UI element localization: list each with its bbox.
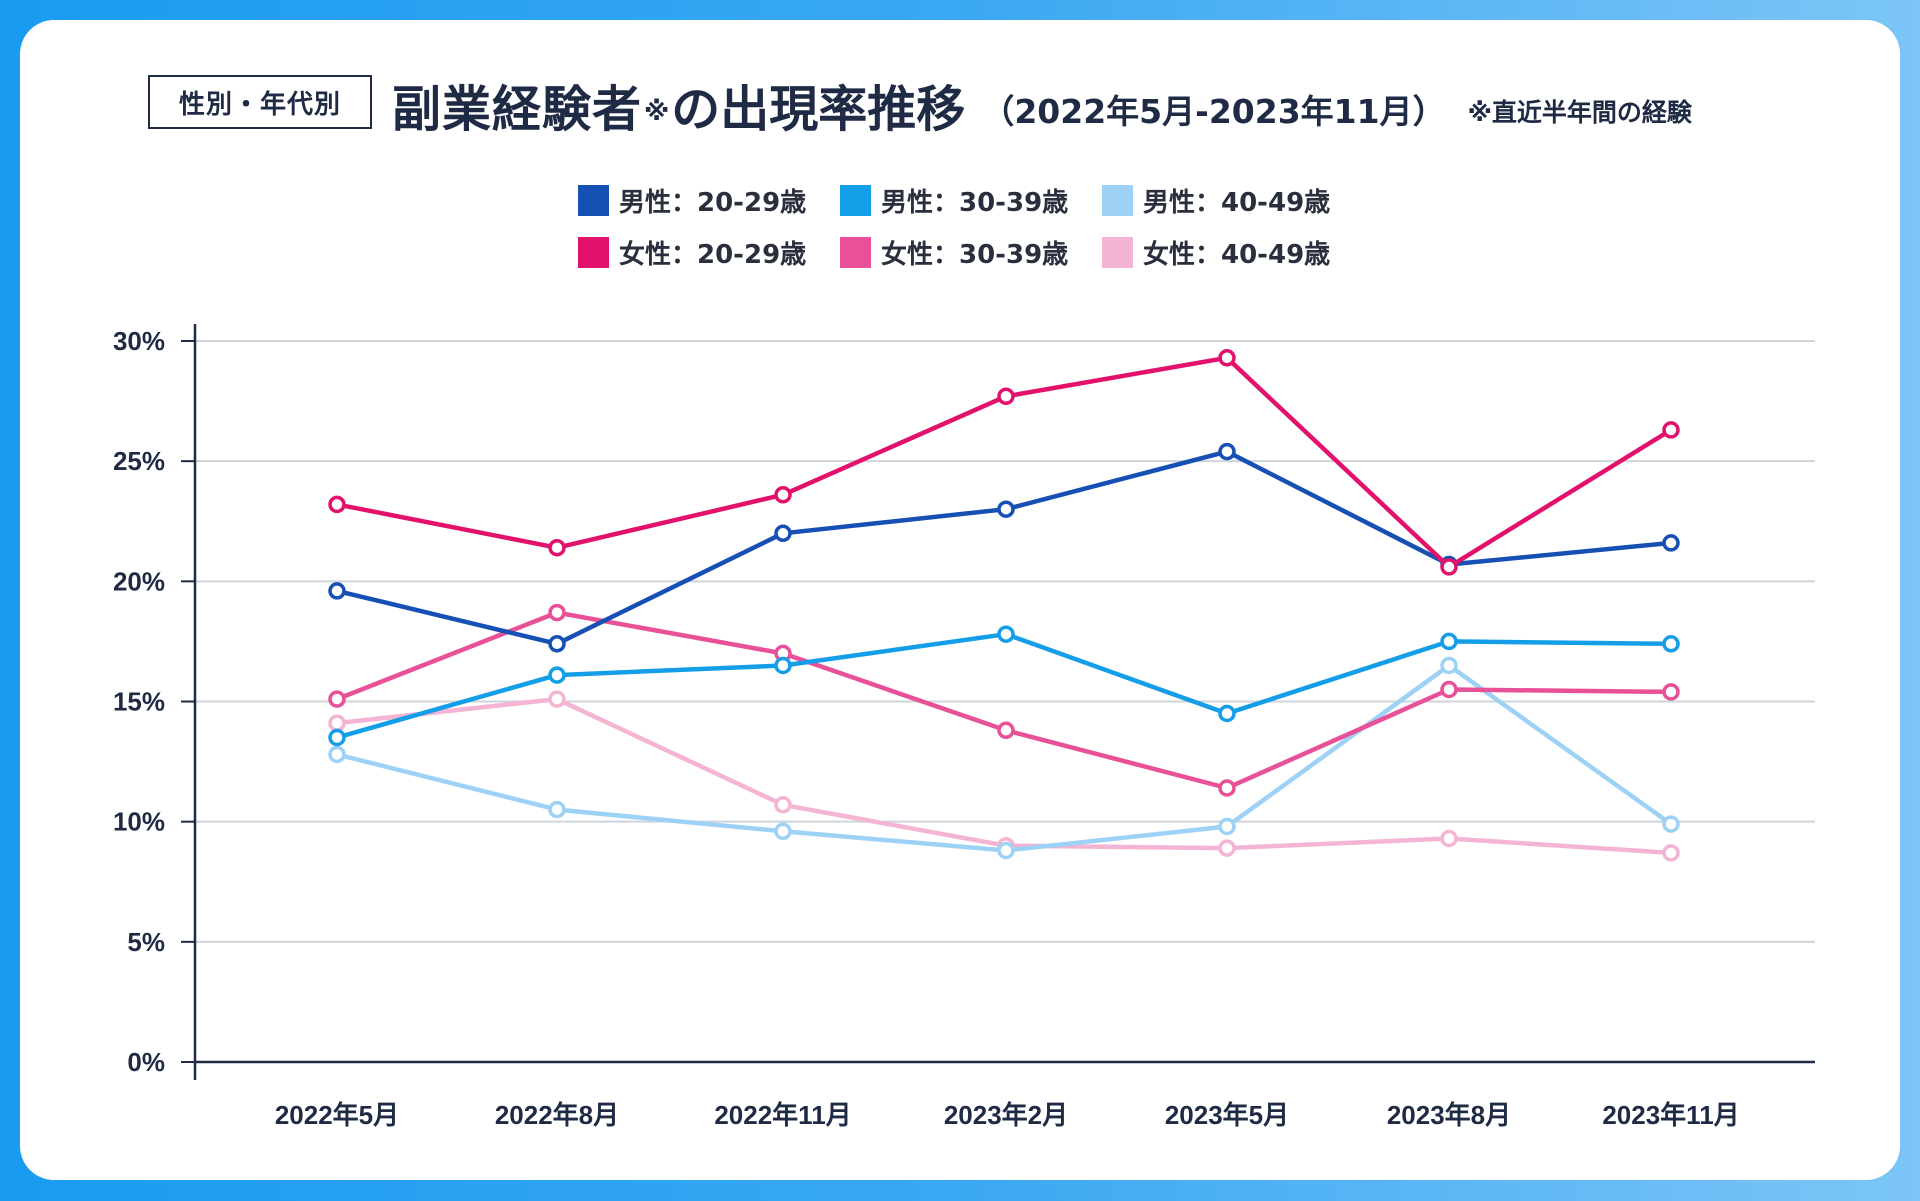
y-tick-label-10: 10% [113,807,165,837]
y-tick-label-0: 0% [127,1047,165,1077]
legend-label-female-40-49: 女性：40-49歳 [1143,239,1331,270]
data-point-female_20_29-2 [774,486,792,504]
y-tick-label-5: 5% [127,927,165,957]
series-female_20_29 [328,349,1680,576]
y-tick-label-15: 15% [113,687,165,717]
series-male_40_49 [328,656,1680,860]
data-point-male_30_39-4 [1218,704,1236,723]
data-point-female_40_49-5 [1440,829,1458,848]
category-tag: 性別・年代別 [148,75,372,129]
series-line-male_40_49 [334,663,1674,853]
data-point-male_40_49-2 [774,822,792,841]
legend-swatch-male-40-49 [1102,184,1133,216]
data-point-male_20_29-3 [997,500,1015,518]
data-point-male_30_39-3 [997,625,1015,643]
data-point-male_20_29-4 [1218,442,1236,461]
legend-swatch-female-30-39 [840,236,871,268]
data-point-male_40_49-0 [328,745,346,764]
legend-swatch-male-30-39 [840,184,871,216]
data-point-female_20_29-5 [1440,558,1458,576]
legend-item-male-30-39: 男性：30-39歳 [840,183,1102,218]
data-point-male_40_49-5 [1440,656,1458,675]
chart-title: 副業経験者 ※ の出現率推移 （2022年5月-2023年11月） ※直近半年間… [392,70,1692,140]
x-tick-label-3: 2023年2月 [944,1100,1068,1130]
data-point-male_40_49-4 [1218,817,1236,836]
x-tick-label-5: 2023年8月 [1387,1100,1511,1130]
title-rest: の出現率推移 [671,80,966,138]
legend-swatch-female-40-49 [1102,236,1133,268]
title-mark: ※ [644,97,670,127]
y-tick-label-30: 30% [113,326,165,356]
data-point-male_20_29-0 [328,582,346,600]
data-point-male_40_49-6 [1662,815,1680,833]
data-point-male_40_49-3 [997,841,1015,860]
legend-label-female-30-39: 女性：30-39歳 [881,239,1069,270]
legend-item-female-30-39: 女性：30-39歳 [840,235,1102,270]
data-point-male_20_29-1 [548,635,566,653]
data-point-male_20_29-2 [774,524,792,543]
series-line-male_20_29 [334,449,1674,647]
data-point-female_30_39-1 [548,603,566,622]
x-tick-label-1: 2022年8月 [495,1100,619,1130]
data-point-female_20_29-6 [1662,421,1680,439]
data-point-male_30_39-6 [1662,635,1680,653]
legend-label-male-40-49: 男性：40-49歳 [1143,187,1331,218]
data-point-female_40_49-2 [774,796,792,814]
data-point-female_20_29-3 [997,387,1015,406]
x-tick-label-4: 2023年5月 [1165,1100,1289,1130]
series-female_40_49 [328,690,1680,862]
x-tick-label-2: 2022年11月 [714,1100,851,1130]
legend-item-male-40-49: 男性：40-49歳 [1102,183,1364,218]
data-point-female_20_29-0 [328,495,346,514]
legend-item-female-40-49: 女性：40-49歳 [1102,235,1364,270]
legend-swatch-male-20-29 [578,184,609,216]
chart-card [20,20,1900,1180]
data-point-female_40_49-0 [328,714,346,732]
data-point-female_20_29-4 [1218,349,1236,367]
legend-item-male-20-29: 男性：20-29歳 [578,183,840,218]
legend-item-female-20-29: 女性：20-29歳 [578,235,840,270]
series-female_30_39 [328,603,1680,797]
data-point-male_30_39-0 [328,728,346,747]
legend-swatch-female-20-29 [578,236,609,268]
data-point-female_40_49-1 [548,690,566,708]
data-point-female_30_39-5 [1440,680,1458,699]
data-point-male_30_39-2 [774,656,792,675]
y-tick-label-25: 25% [113,446,165,476]
chart-legend: 男性：20-29歳 男性：30-39歳 男性：40-49歳 女性：20-29歳 … [578,183,1364,270]
series-layer [328,349,1680,862]
title-note: ※直近半年間の経験 [1467,98,1692,127]
legend-label-male-20-29: 男性：20-29歳 [619,187,807,218]
data-point-female_30_39-3 [997,721,1015,740]
data-point-female_40_49-4 [1218,839,1236,857]
title-main: 副業経験者 [392,80,643,138]
legend-label-female-20-29: 女性：20-29歳 [619,239,807,270]
data-point-female_30_39-0 [328,690,346,708]
data-point-male_40_49-1 [548,800,566,819]
series-male_20_29 [328,442,1680,653]
x-tick-label-0: 2022年5月 [275,1100,399,1130]
title-period: （2022年5月-2023年11月） [981,92,1446,131]
x-tick-label-6: 2023年11月 [1602,1100,1739,1130]
data-point-male_20_29-6 [1662,534,1680,552]
label-layer: 0% 5% 10% 15% 20% 25% 30% 2022年5月 2022年8月 2022年11… [113,326,1740,1130]
y-tick-label-20: 20% [113,566,165,596]
data-point-female_30_39-6 [1662,683,1680,701]
legend-label-male-30-39: 男性：30-39歳 [881,187,1069,218]
data-point-female_40_49-6 [1662,844,1680,862]
data-point-female_30_39-4 [1218,779,1236,797]
data-point-male_30_39-1 [548,666,566,684]
series-male_30_39 [328,625,1680,747]
data-point-male_30_39-5 [1440,632,1458,651]
data-point-female_20_29-1 [548,538,566,557]
axis-layer [181,324,1815,1080]
